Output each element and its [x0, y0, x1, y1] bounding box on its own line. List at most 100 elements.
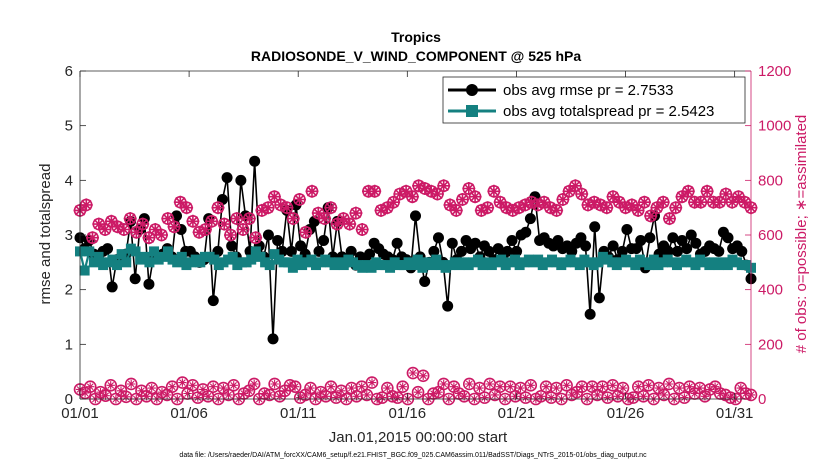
obs-assimilated-point [449, 203, 463, 217]
obs-assimilated-point [700, 184, 714, 198]
obs-possible-point-star [116, 386, 126, 395]
obs-possible-point-star [357, 382, 366, 391]
obs-possible-point-star [321, 392, 331, 401]
spread-point [246, 254, 257, 265]
spread-point [630, 260, 641, 271]
rmse-point [736, 245, 748, 257]
obs-possible-point-star [193, 393, 202, 402]
rmse-point [276, 245, 288, 257]
y-tick-label: 3 [65, 227, 73, 244]
rmse-point [212, 245, 224, 257]
obs-assimilated-point [556, 193, 570, 206]
obs-possible-point-star [736, 383, 745, 393]
rmse-point [621, 224, 633, 236]
obs-assimilated-point [506, 203, 520, 217]
rmse-point [644, 232, 656, 244]
rmse-point [262, 229, 274, 241]
rmse-point [520, 226, 532, 238]
obs-possible-point-star [521, 393, 530, 402]
obs-possible-point-star [121, 392, 131, 401]
obs-possible-point-star [644, 381, 653, 390]
spread-point [574, 260, 585, 271]
rmse-point [713, 245, 725, 257]
obs-possible-point-star [183, 389, 192, 398]
spread-point [93, 251, 104, 262]
rmse-point [580, 240, 592, 252]
obs-possible-point [288, 380, 302, 394]
obs-possible-point [365, 376, 379, 389]
legend: obs avg rmse pr = 2.7533 obs avg totalsp… [442, 76, 746, 124]
spread-point [250, 246, 261, 257]
obs-assimilated-point [311, 206, 325, 220]
obs-assimilated-point [173, 195, 187, 209]
obs-assimilated-point [155, 228, 168, 242]
obs-assimilated-point [512, 201, 526, 215]
legend-rmse-marker [466, 84, 478, 96]
series-obs-avg-rmse [74, 155, 757, 345]
obs-assimilated-point [418, 182, 432, 195]
obs-assimilated-point [437, 179, 451, 193]
obs-possible-point-star [198, 385, 208, 394]
obs-possible-point-star [710, 382, 720, 391]
obs-assimilated-point [725, 195, 739, 209]
rmse-point [681, 243, 693, 255]
obs-possible-point [83, 380, 97, 394]
obs-assimilated-point [499, 201, 513, 215]
obs-possible-point-star [408, 368, 418, 378]
y-right-tick-label: 800 [758, 172, 783, 189]
obs-assimilated-point [305, 184, 319, 198]
spread-point [593, 257, 604, 268]
obs-assimilated-point [224, 228, 237, 242]
rmse-point [313, 245, 325, 257]
obs-assimilated-point [594, 198, 607, 212]
obs-possible-point [416, 369, 430, 383]
obs-possible-point-star [664, 379, 674, 389]
obs-possible-point-star [398, 382, 407, 391]
obs-possible-point-star [162, 390, 172, 400]
rmse-point [221, 172, 233, 184]
obs-possible-point-star [629, 393, 638, 402]
obs-assimilated-point [217, 217, 231, 231]
spread-point [306, 254, 317, 265]
legend-spread-marker [466, 105, 478, 117]
obs-assimilated-point [481, 201, 495, 215]
y-tick-label: 6 [65, 63, 73, 80]
obs-assimilated-point [117, 223, 131, 236]
obs-assimilated-point [424, 184, 438, 198]
obs-possible-point-star [280, 386, 290, 395]
obs-assimilated-point [631, 203, 645, 217]
obs-assimilated-point [274, 198, 288, 212]
obs-assimilated-point [518, 198, 532, 212]
rmse-point [318, 234, 330, 246]
spread-point [112, 260, 123, 271]
obs-possible-point-star [506, 382, 515, 391]
obs-possible-point-star [275, 392, 284, 401]
spread-point [417, 262, 428, 273]
obs-assimilated-point [669, 201, 683, 215]
obs-possible-point-star [224, 390, 233, 400]
spread-point [690, 260, 701, 271]
obs-possible-point [104, 379, 118, 392]
obs-possible-point-star [675, 383, 684, 393]
obs-possible-point-star [490, 390, 500, 400]
rmse-point [419, 275, 431, 287]
spread-point [84, 246, 95, 257]
obs-assimilated-point [249, 231, 263, 245]
obs-possible-point-star [337, 386, 346, 395]
rmse-point [295, 240, 307, 252]
obs-possible-point-star [101, 391, 110, 400]
spread-point [533, 254, 544, 265]
obs-possible-point-star [700, 392, 710, 401]
obs-possible-point-star [326, 382, 336, 391]
rmse-point [589, 221, 601, 233]
obs-assimilated-point [675, 190, 689, 204]
rmse-point [492, 243, 504, 255]
chart-title: Tropics [391, 29, 441, 45]
rmse-point [428, 245, 440, 257]
obs-possible-point-star [265, 390, 274, 400]
rmse-point [226, 240, 238, 252]
rmse-point [593, 292, 605, 304]
x-tick-label: 01/26 [607, 405, 645, 422]
obs-possible-point-star [639, 392, 648, 401]
